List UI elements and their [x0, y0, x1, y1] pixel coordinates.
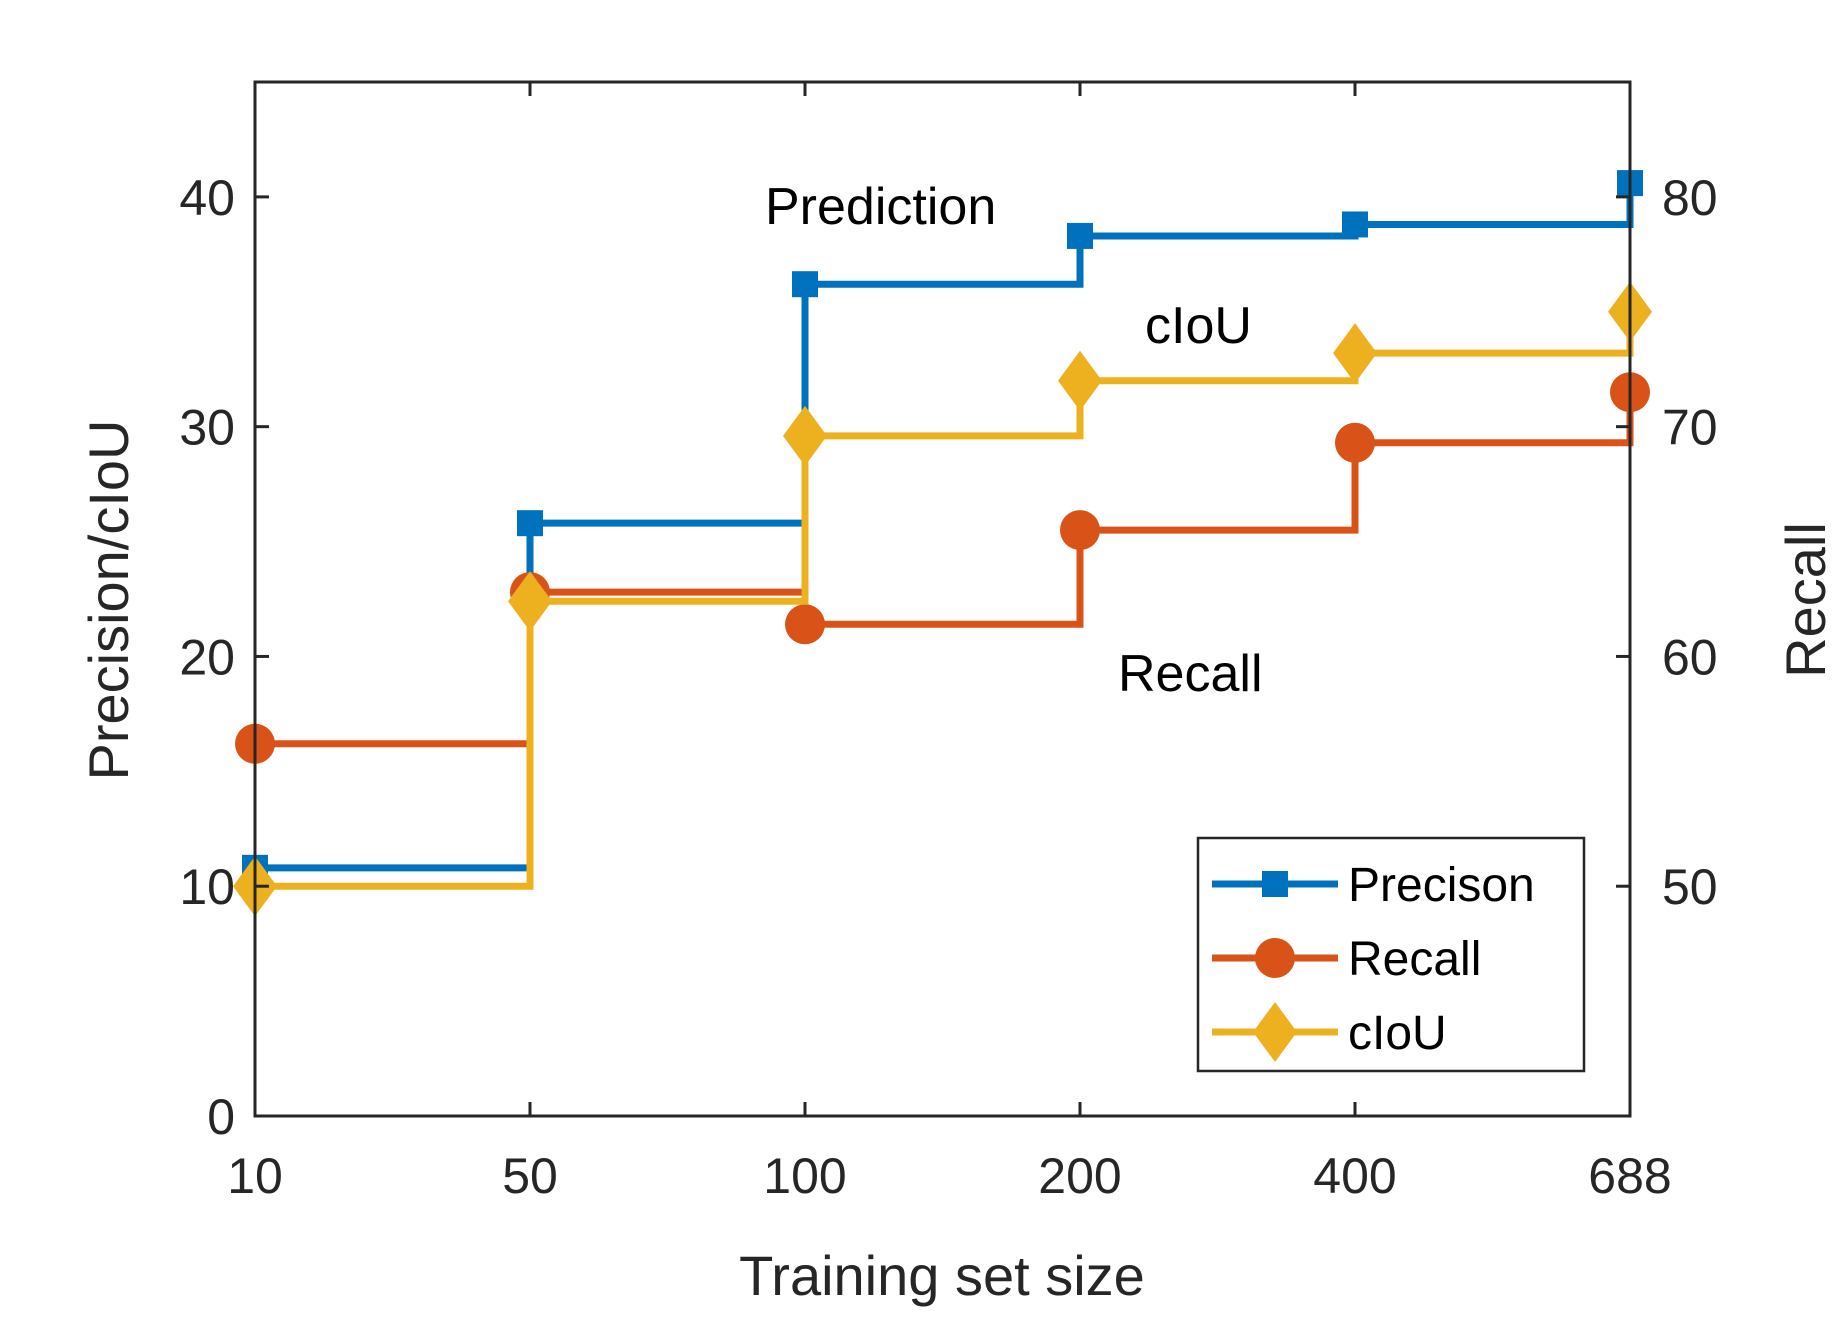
- data-point-ciou-400: [1333, 323, 1377, 384]
- x-tick-label: 50: [502, 1148, 558, 1204]
- legend-marker: [1253, 1002, 1297, 1062]
- series-ciou: [233, 281, 1652, 917]
- y-tick-label-left: 40: [179, 170, 235, 226]
- data-point-precison-400: [1342, 211, 1368, 238]
- x-tick-label: 100: [763, 1148, 846, 1204]
- legend-entry-precison: Precison: [1212, 859, 1535, 912]
- annotation-label: cIoU: [1145, 297, 1252, 355]
- annotation-label: Recall: [1118, 645, 1263, 703]
- y-tick-label-right: 50: [1662, 859, 1718, 915]
- legend-entry-recall: Recall: [1212, 933, 1481, 986]
- y-tick-label-left: 10: [179, 859, 235, 915]
- data-point-ciou-200: [1058, 350, 1102, 411]
- series-line-ciou: [255, 311, 1634, 890]
- x-tick-label: 688: [1588, 1148, 1671, 1204]
- x-tick-label: 400: [1313, 1148, 1396, 1204]
- legend-marker: [1255, 938, 1295, 978]
- data-point-ciou-100: [783, 405, 827, 466]
- legend-label: Precison: [1348, 859, 1535, 912]
- y-tick-label-left: 0: [207, 1089, 235, 1145]
- data-point-ciou-50: [508, 571, 552, 632]
- x-tick-label: 10: [227, 1148, 283, 1204]
- legend-label: cIoU: [1348, 1007, 1447, 1060]
- y-tick-label-right: 80: [1662, 170, 1718, 226]
- y-axis-title-right: Recall: [1774, 522, 1837, 678]
- series-layer: [233, 170, 1652, 917]
- data-point-recall-400: [1335, 422, 1375, 463]
- x-axis-title: Training set size: [739, 1244, 1145, 1307]
- annotation-label: Prediction: [765, 178, 996, 236]
- annotation-layer: Prediction cIoU Recall: [765, 178, 1263, 703]
- legend-label: Recall: [1348, 933, 1481, 986]
- data-point-recall-100: [785, 604, 825, 645]
- y-tick-label-right: 70: [1662, 400, 1718, 456]
- y-tick-label-left: 30: [179, 400, 235, 456]
- legend-entry-ciou: cIoU: [1212, 1002, 1447, 1062]
- axes-frame: [253, 80, 1632, 1118]
- legend-marker: [1262, 871, 1288, 897]
- data-point-recall-200: [1060, 510, 1100, 551]
- legend: Precison Recall cIoU: [1196, 836, 1586, 1073]
- x-tick-label: 200: [1038, 1148, 1121, 1204]
- y-axis-title-left: Precision/cIoU: [77, 419, 140, 780]
- data-point-precison-50: [517, 510, 543, 537]
- data-point-precison-100: [792, 271, 818, 298]
- data-point-precison-200: [1067, 222, 1093, 249]
- y-tick-label-left: 20: [179, 629, 235, 685]
- y-tick-label-right: 60: [1662, 629, 1718, 685]
